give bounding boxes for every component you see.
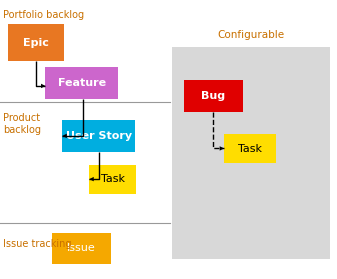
Bar — [184, 80, 243, 112]
Bar — [52, 233, 111, 264]
Bar — [172, 47, 330, 259]
Text: Task: Task — [238, 144, 262, 153]
Text: Issue: Issue — [67, 243, 96, 253]
Text: Portfolio backlog: Portfolio backlog — [3, 10, 85, 20]
Bar — [89, 165, 136, 194]
Text: Bug: Bug — [201, 91, 225, 100]
Text: Task: Task — [101, 174, 125, 184]
Text: Issue tracking: Issue tracking — [3, 239, 72, 249]
Bar — [62, 120, 135, 152]
Text: Epic: Epic — [23, 38, 49, 47]
Bar — [8, 24, 64, 61]
Bar — [45, 67, 118, 99]
Text: Product
backlog: Product backlog — [3, 113, 41, 134]
Bar — [224, 134, 276, 163]
Text: User Story: User Story — [65, 131, 132, 141]
Text: Configurable: Configurable — [217, 30, 285, 40]
Text: Feature: Feature — [58, 78, 106, 88]
